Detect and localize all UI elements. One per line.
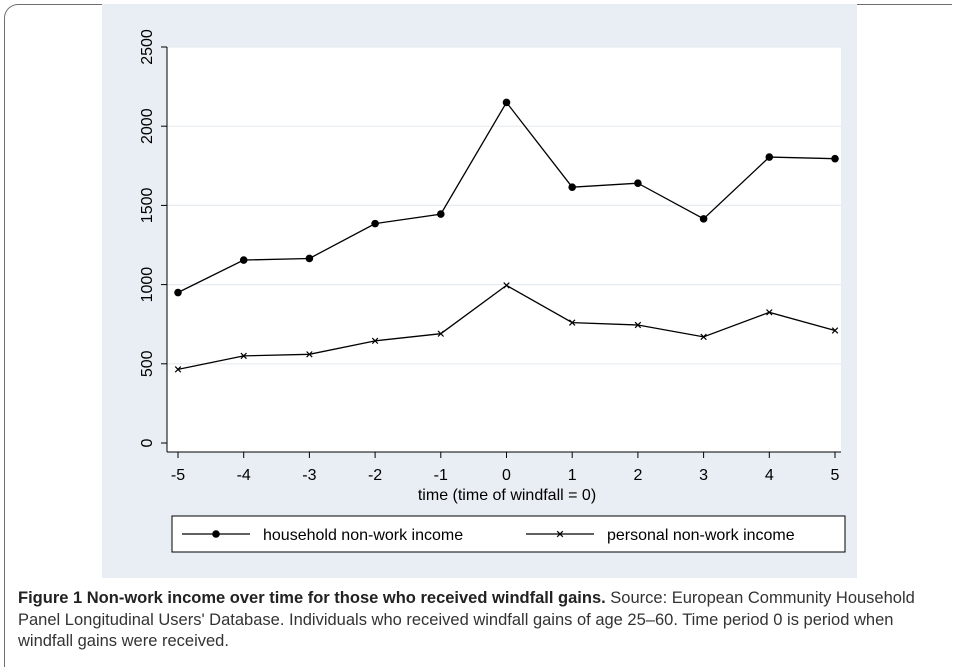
data-point <box>766 309 773 316</box>
x-tick-label: 0 <box>502 467 511 484</box>
legend-box <box>171 515 846 553</box>
y-tick-label: 1500 <box>139 188 156 224</box>
marker-stroke <box>634 321 642 329</box>
marker-stroke <box>437 330 445 337</box>
x-tick-label: 3 <box>699 467 708 484</box>
marker-stroke <box>503 282 510 289</box>
x-tick-label: -4 <box>237 467 251 484</box>
data-point <box>437 210 445 218</box>
data-point <box>503 282 510 289</box>
data-point <box>568 183 576 191</box>
x-tick-label: 1 <box>568 467 577 484</box>
data-point <box>699 215 708 223</box>
data-point <box>568 319 576 326</box>
y-tick-label: 500 <box>139 350 156 377</box>
x-tick-label: -1 <box>434 467 448 484</box>
data-point <box>502 98 511 107</box>
x-tick-label: -5 <box>171 467 185 484</box>
data-point <box>634 179 642 188</box>
marker-stroke <box>174 366 182 373</box>
data-point <box>371 337 379 345</box>
data-point <box>239 256 248 264</box>
x-tick-label: 2 <box>633 467 642 484</box>
y-tick-label: 1000 <box>139 267 156 303</box>
y-tick-label: 2000 <box>139 108 156 144</box>
x-tick-label: 4 <box>765 467 774 484</box>
legend-label: household non-work income <box>263 527 463 544</box>
caption-title: Figure 1 Non-work income over time for t… <box>18 589 606 607</box>
data-point <box>700 333 707 341</box>
x-tick-label: -2 <box>368 467 382 484</box>
marker-stroke <box>556 530 564 538</box>
data-point <box>831 327 839 334</box>
data-point <box>765 153 774 161</box>
x-tick-label: -3 <box>302 467 316 484</box>
marker-stroke <box>306 351 313 358</box>
x-tick-label: 5 <box>831 467 840 484</box>
caption-body: Source: European Community Household Pan… <box>18 589 915 650</box>
data-point <box>831 154 839 163</box>
marker-stroke <box>700 333 707 341</box>
y-tick-label: 2500 <box>139 29 156 65</box>
data-point <box>556 530 564 538</box>
data-point <box>437 330 445 337</box>
data-point <box>174 288 182 297</box>
legend-label: personal non-work income <box>607 527 795 544</box>
data-point <box>305 254 314 263</box>
plot-area <box>167 47 841 452</box>
marker-stroke <box>240 352 247 360</box>
marker-stroke <box>766 309 773 316</box>
marker-stroke <box>371 337 379 345</box>
data-point <box>212 530 220 538</box>
y-tick-label: 0 <box>139 438 156 447</box>
marker-stroke <box>568 319 576 326</box>
data-point <box>371 219 379 228</box>
data-point <box>634 321 642 329</box>
data-point <box>306 351 313 358</box>
x-axis-label: time (time of windfall = 0) <box>418 487 596 504</box>
figure-caption: Figure 1 Non-work income over time for t… <box>18 588 948 653</box>
marker-stroke <box>831 327 839 334</box>
data-point <box>174 366 182 373</box>
data-point <box>240 352 247 360</box>
